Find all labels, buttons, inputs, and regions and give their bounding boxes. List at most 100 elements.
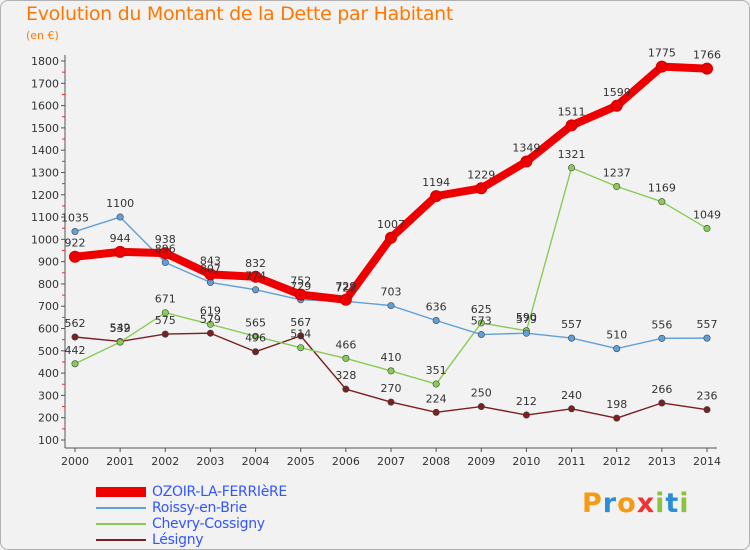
data-label: 636 xyxy=(426,301,447,314)
data-point xyxy=(610,99,623,112)
data-label: 807 xyxy=(200,262,221,275)
y-tick-label: 600 xyxy=(38,323,59,336)
data-label: 514 xyxy=(290,328,311,341)
data-label: 1100 xyxy=(106,197,134,210)
x-tick-label: 2008 xyxy=(422,455,450,468)
data-label: 510 xyxy=(606,329,627,342)
data-label: 573 xyxy=(471,315,492,328)
data-label: 896 xyxy=(155,243,176,256)
data-label: 496 xyxy=(245,332,266,345)
data-label: 466 xyxy=(335,338,356,351)
chart-title: Evolution du Montant de la Dette par Hab… xyxy=(26,3,454,25)
data-point xyxy=(658,334,666,342)
y-tick-label: 1200 xyxy=(31,189,59,202)
data-label: 1229 xyxy=(467,168,495,181)
data-point xyxy=(565,119,578,132)
data-point xyxy=(71,360,79,368)
y-tick-label: 1500 xyxy=(31,122,59,135)
data-label: 703 xyxy=(381,286,402,299)
legend-label: Roissy-en-Brie xyxy=(152,500,247,516)
data-label: 1775 xyxy=(648,47,676,60)
data-label: 944 xyxy=(110,232,131,245)
data-point xyxy=(432,408,440,416)
data-point xyxy=(432,317,440,325)
data-label: 557 xyxy=(561,318,582,331)
data-label: 575 xyxy=(155,314,176,327)
data-point xyxy=(297,344,305,352)
x-tick-label: 2004 xyxy=(242,455,270,468)
x-tick-label: 2005 xyxy=(287,455,315,468)
data-point xyxy=(701,62,713,75)
data-label: 1237 xyxy=(603,167,631,180)
data-label: 729 xyxy=(290,280,311,293)
y-tick-label: 200 xyxy=(38,412,59,425)
data-point xyxy=(69,250,81,263)
y-tick-label: 400 xyxy=(38,367,59,380)
legend-item: Lésigny xyxy=(96,532,287,548)
logo-letter: r xyxy=(602,488,618,519)
data-label: 1194 xyxy=(422,176,450,189)
data-point xyxy=(206,329,214,337)
data-point xyxy=(342,354,350,362)
data-point xyxy=(658,198,666,206)
data-label: 1169 xyxy=(648,182,676,195)
data-label: 1511 xyxy=(558,105,586,118)
chart-legend: OZOIR-LA-FERRIèRE Roissy-en-Brie Chevry-Co… xyxy=(96,484,287,548)
data-label: 236 xyxy=(697,390,718,403)
data-point xyxy=(703,334,711,342)
data-point xyxy=(206,320,214,328)
x-tick-label: 2013 xyxy=(648,455,676,468)
data-point xyxy=(114,245,127,258)
x-tick-label: 2010 xyxy=(512,455,540,468)
data-label: 625 xyxy=(471,303,492,316)
data-point xyxy=(432,380,440,388)
data-label: 774 xyxy=(245,270,266,283)
data-point xyxy=(477,319,485,327)
data-label: 1349 xyxy=(512,142,540,155)
legend-item: Chevry-Cossigny xyxy=(96,516,287,532)
data-label: 556 xyxy=(651,318,672,331)
data-point xyxy=(159,247,172,260)
x-tick-label: 2007 xyxy=(377,455,405,468)
data-label: 729 xyxy=(335,280,356,293)
y-tick-label: 500 xyxy=(38,345,59,358)
data-label: 328 xyxy=(335,369,356,382)
legend-item: Roissy-en-Brie xyxy=(96,500,287,516)
legend-swatch xyxy=(96,539,146,541)
data-label: 579 xyxy=(200,313,221,326)
legend-label: Lésigny xyxy=(152,532,204,548)
logo-letter: x xyxy=(636,488,656,519)
data-label: 562 xyxy=(65,317,86,330)
data-label: 1035 xyxy=(61,212,89,225)
legend-swatch xyxy=(96,507,146,509)
data-label: 270 xyxy=(381,382,402,395)
logo-letter: P xyxy=(582,488,603,519)
data-point xyxy=(658,399,666,407)
y-tick-label: 1100 xyxy=(31,211,59,224)
data-label: 1321 xyxy=(558,148,586,161)
data-point xyxy=(116,213,124,221)
x-tick-label: 2009 xyxy=(467,455,495,468)
data-point xyxy=(204,268,217,281)
y-tick-label: 1600 xyxy=(31,100,59,113)
data-point xyxy=(568,334,576,342)
y-tick-label: 900 xyxy=(38,256,59,269)
data-point xyxy=(294,288,307,301)
legend-swatch xyxy=(96,487,146,497)
data-label: 579 xyxy=(516,313,537,326)
data-point xyxy=(477,403,485,411)
data-label: 843 xyxy=(200,254,221,267)
x-tick-label: 2002 xyxy=(151,455,179,468)
data-point xyxy=(613,345,621,353)
y-tick-label: 300 xyxy=(38,389,59,402)
data-label: 1007 xyxy=(377,218,405,231)
data-label: 1766 xyxy=(693,49,721,62)
data-point xyxy=(520,155,533,168)
data-point xyxy=(339,293,352,306)
y-tick-label: 1700 xyxy=(31,77,59,90)
data-label: 442 xyxy=(65,344,86,357)
data-label: 250 xyxy=(471,387,492,400)
data-point xyxy=(161,309,169,317)
data-point xyxy=(252,332,260,340)
